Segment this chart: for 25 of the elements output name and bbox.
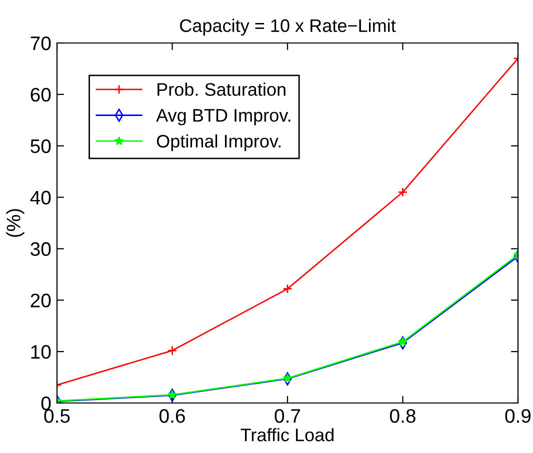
chart-title: Capacity = 10 x Rate−Limit <box>180 18 396 36</box>
point <box>282 373 292 382</box>
x-tick-label: 0.8 <box>390 409 416 423</box>
y-axis-title: (%) <box>6 209 24 237</box>
legend-label: Optimal Improv. <box>156 134 281 152</box>
point <box>398 336 408 346</box>
legend-label: Avg BTD Improv. <box>156 109 290 126</box>
x-tick-label: 0.7 <box>274 409 300 423</box>
point <box>282 284 292 294</box>
y-tick-label: 10 <box>31 345 51 359</box>
y-tick-label: 40 <box>30 190 51 205</box>
x-axis-title: Traffic Load <box>240 428 334 442</box>
y-tick-label: 50 <box>30 139 51 154</box>
y-tick-label: 20 <box>30 294 51 308</box>
x-tick-label: 0.6 <box>159 409 185 423</box>
y-tick-label: 60 <box>30 88 51 102</box>
x-tick-label: 0.9 <box>505 409 531 423</box>
point <box>398 187 408 198</box>
y-tick-label: 70 <box>30 36 51 50</box>
point <box>168 390 177 399</box>
point <box>167 346 178 356</box>
y-tick-label: 30 <box>30 242 51 256</box>
x-tick-label: 0.5 <box>44 409 70 423</box>
y-tick-label: 0 <box>41 396 51 410</box>
legend-label: Prob. Saturation <box>158 82 286 96</box>
